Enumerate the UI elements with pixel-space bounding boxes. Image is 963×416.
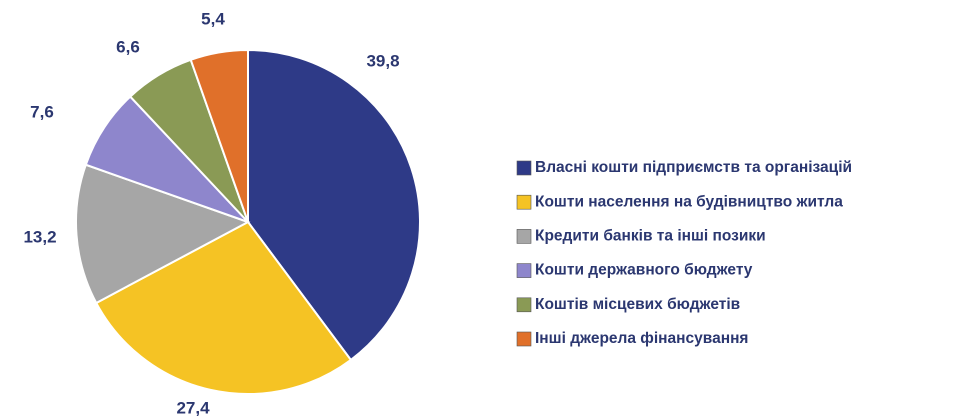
data-label: 13,2 — [23, 227, 56, 246]
legend-swatch — [516, 194, 532, 210]
legend-swatch — [516, 160, 532, 176]
data-label: 39,8 — [366, 51, 399, 70]
data-label: 7,6 — [30, 102, 54, 121]
pie-slice — [75, 163, 251, 305]
legend-label: Кошти населення на будівництво житла — [535, 193, 843, 210]
pie-slice — [94, 220, 353, 395]
data-label: 27,4 — [176, 398, 210, 416]
legend-label: Власні кошти підприємств та організацій — [535, 159, 852, 176]
legend-label: Коштів місцевих бюджетів — [535, 296, 740, 313]
pie-slice — [247, 48, 421, 362]
pie-slice — [189, 48, 249, 223]
legend-swatch — [516, 229, 532, 244]
legend-swatch — [516, 263, 532, 278]
legend-label: Кошти державного бюджету — [535, 262, 753, 279]
legend-label: Інші джерела фінансування — [535, 330, 748, 347]
legend-swatch — [516, 331, 532, 347]
legend-label: Кредити банків та інші позики — [535, 227, 766, 244]
data-label: 6,6 — [116, 37, 140, 56]
data-label: 5,4 — [201, 9, 225, 28]
legend-swatch — [516, 297, 532, 313]
